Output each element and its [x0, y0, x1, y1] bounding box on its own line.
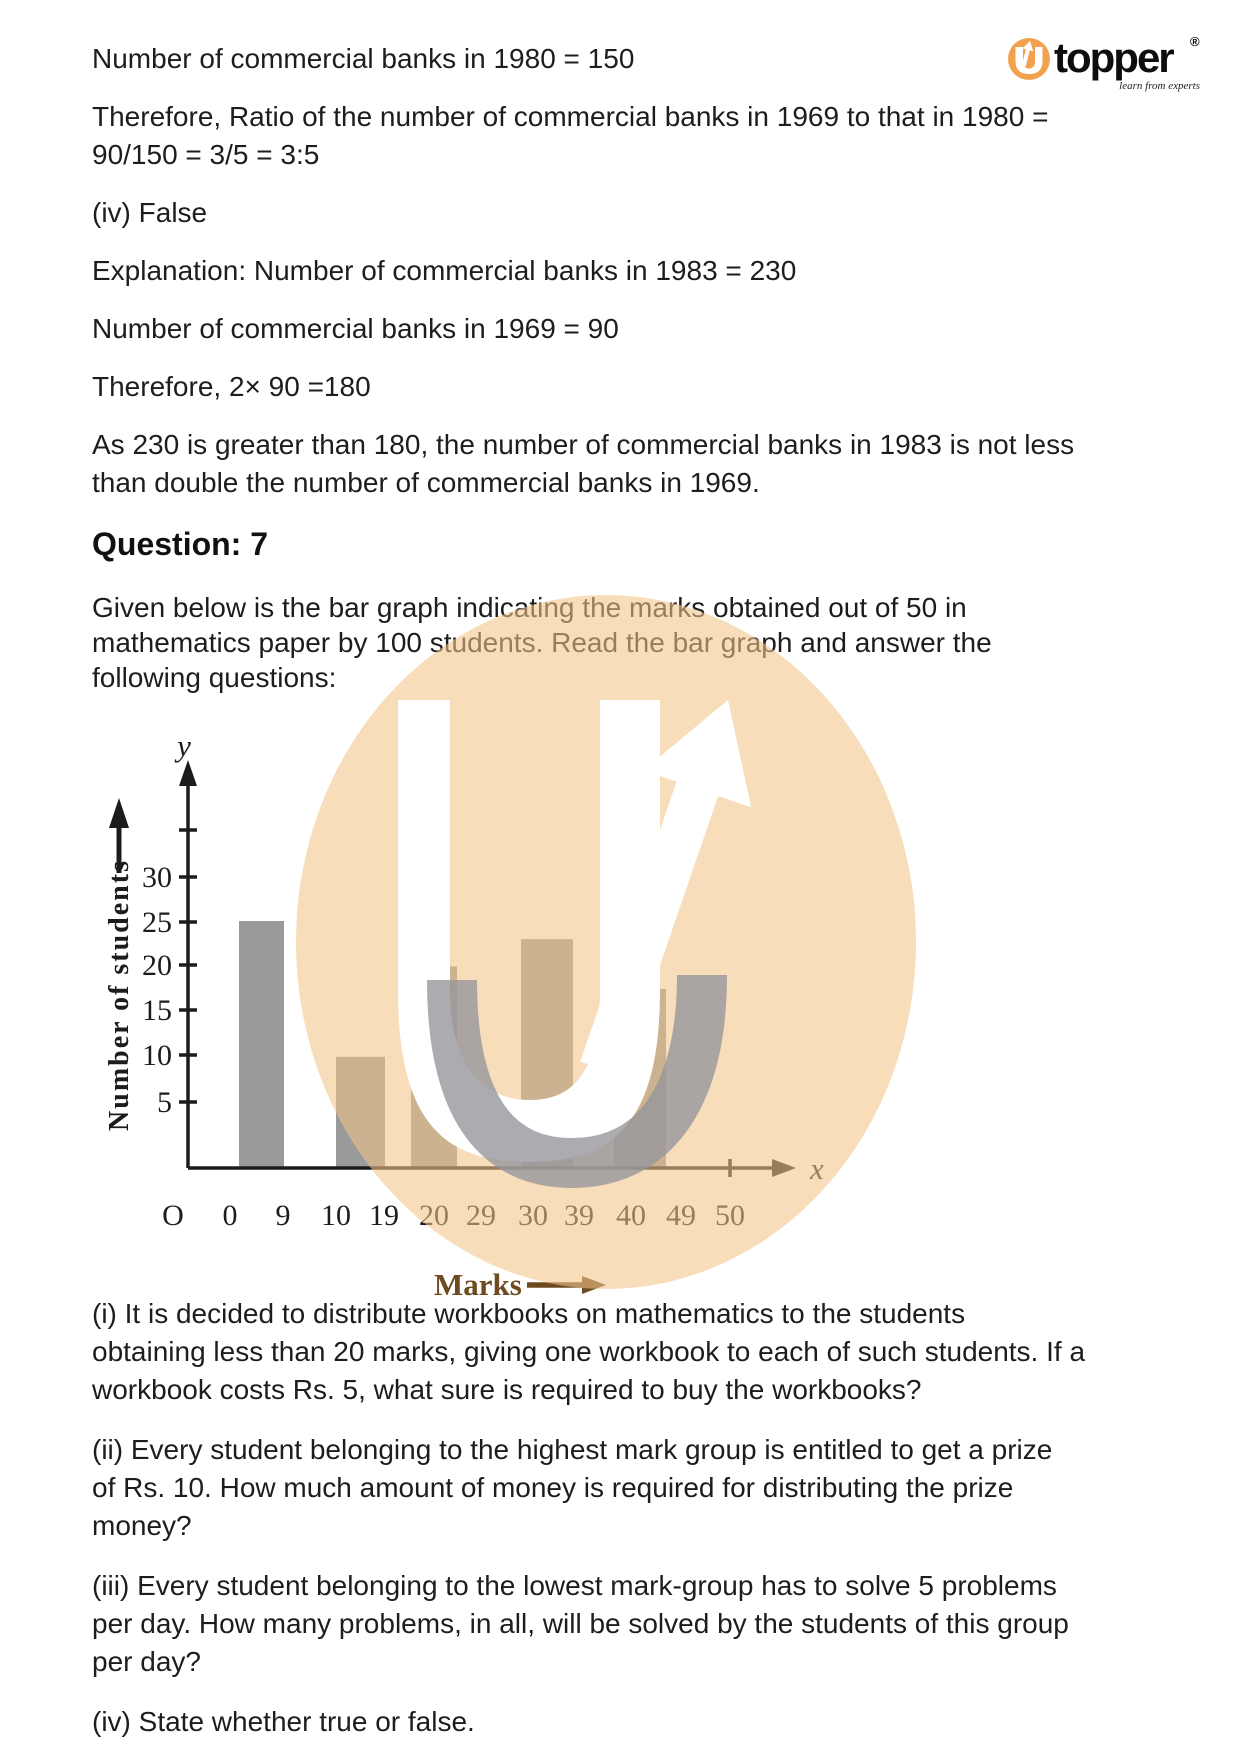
question-item-iii: (iii) Every student belonging to the low… — [92, 1570, 1069, 1677]
svg-text:10: 10 — [321, 1199, 351, 1232]
y-axis-ticks — [179, 828, 197, 1104]
origin-label: O — [162, 1199, 184, 1232]
solution-line-7: As 230 is greater than 180, the number o… — [92, 429, 1075, 498]
x-axis-labels: O 0 9 10 19 20 29 30 39 40 49 50 — [162, 1199, 745, 1232]
svg-text:15: 15 — [142, 994, 172, 1027]
question-item-i: (i) It is decided to distribute workbook… — [92, 1298, 1086, 1405]
y-axis-letter: y — [174, 728, 191, 763]
y-axis-title: Number of students — [104, 859, 135, 1131]
logo-arrow-icon — [1021, 41, 1034, 67]
question-item-iv: (iv) State whether true or false. — [92, 1706, 475, 1737]
svg-text:20: 20 — [142, 949, 172, 982]
bars — [239, 921, 666, 1169]
svg-text:9: 9 — [276, 1199, 291, 1232]
svg-text:25: 25 — [142, 906, 172, 939]
question-item-ii: (ii) Every student belonging to the high… — [92, 1434, 1053, 1541]
bar-40-49 — [614, 988, 666, 1168]
y-label-arrow-icon — [109, 798, 129, 828]
bar-30-39 — [521, 939, 573, 1168]
solution-line-4: Explanation: Number of commercial banks … — [92, 255, 797, 286]
topper-logo: topper ® learn from experts — [1008, 34, 1208, 98]
x-axis-title: Marks — [434, 1267, 522, 1302]
logo-u-glyph — [1015, 47, 1043, 74]
question-heading: Question: 7 — [92, 526, 269, 562]
svg-text:49: 49 — [666, 1199, 696, 1232]
marks-arrow-icon — [582, 1276, 606, 1294]
svg-text:50: 50 — [715, 1199, 745, 1232]
registered-mark: ® — [1190, 34, 1200, 49]
y-axis-labels: 30 25 20 15 10 5 — [142, 861, 172, 1119]
svg-text:30: 30 — [142, 861, 172, 894]
solution-line-5: Number of commercial banks in 1969 = 90 — [92, 313, 619, 344]
svg-text:19: 19 — [369, 1199, 399, 1232]
solution-line-1: Number of commercial banks in 1980 = 150 — [92, 43, 635, 74]
question-intro: Given below is the bar graph indicating … — [92, 592, 992, 693]
bar-0-9 — [239, 921, 284, 1168]
svg-text:20: 20 — [419, 1199, 449, 1232]
x-axis-arrow-icon — [772, 1159, 796, 1177]
svg-text:5: 5 — [157, 1086, 172, 1119]
bar-20-29 — [411, 966, 457, 1169]
solution-line-3: (iv) False — [92, 197, 208, 228]
brand-tagline: learn from experts — [1119, 80, 1200, 92]
solution-line-2: Therefore, Ratio of the number of commer… — [92, 101, 1049, 170]
svg-text:40: 40 — [616, 1199, 646, 1232]
svg-text:39: 39 — [564, 1199, 594, 1232]
brand-name: topper — [1054, 34, 1175, 81]
topper-logo-icon — [1008, 38, 1050, 80]
y-axis-arrow-icon — [179, 760, 197, 786]
svg-text:29: 29 — [466, 1199, 496, 1232]
svg-text:0: 0 — [223, 1199, 238, 1232]
svg-text:30: 30 — [518, 1199, 548, 1232]
solution-line-6: Therefore, 2× 90 =180 — [92, 371, 371, 402]
x-axis-letter: x — [809, 1151, 824, 1186]
bar-10-19 — [336, 1056, 385, 1169]
svg-text:10: 10 — [142, 1039, 172, 1072]
bar-chart: y 30 25 20 15 10 5 Number of students x — [104, 728, 824, 1302]
